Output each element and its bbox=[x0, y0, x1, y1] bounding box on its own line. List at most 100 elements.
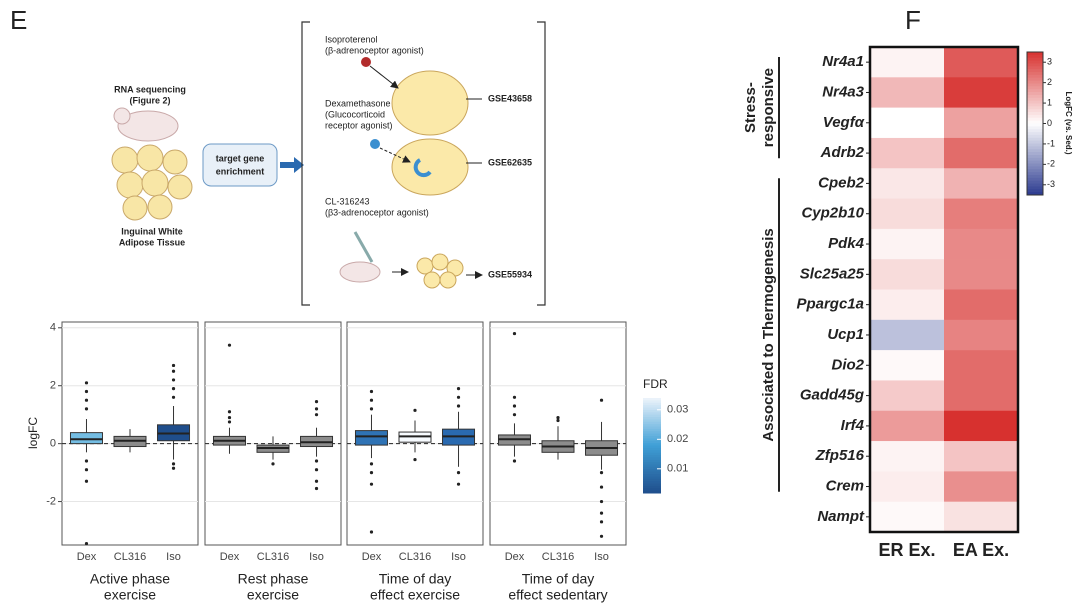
colorbar-step bbox=[1027, 66, 1043, 70]
colorbar-step bbox=[1027, 94, 1043, 99]
gene-label: Crem bbox=[826, 478, 864, 495]
heat-cell bbox=[870, 471, 945, 502]
facet-title: exercise bbox=[104, 587, 156, 603]
dataset-label: GSE55934 bbox=[488, 269, 532, 279]
colorbar-step bbox=[1027, 117, 1043, 122]
outlier bbox=[84, 468, 89, 472]
outlier bbox=[556, 418, 560, 423]
colorbar-step bbox=[1027, 134, 1043, 139]
colorbar-step bbox=[1027, 100, 1043, 104]
colorbar-step bbox=[1027, 180, 1043, 185]
colorbar-step bbox=[643, 455, 661, 458]
diagram-text: Dexamethasone bbox=[325, 98, 391, 108]
colorbar-step bbox=[643, 483, 661, 487]
heat-cell bbox=[944, 501, 1019, 533]
colorbar-tick-label: 0.01 bbox=[667, 463, 688, 475]
heat-cell bbox=[944, 228, 1019, 260]
colorbar-step bbox=[643, 412, 661, 416]
outlier bbox=[171, 395, 176, 399]
colorbar-step bbox=[643, 474, 661, 477]
heat-cell bbox=[870, 47, 945, 78]
colorbar-tick-label: 2 bbox=[1047, 77, 1052, 87]
group-label: responsive bbox=[760, 68, 777, 147]
colorbar-step bbox=[643, 471, 661, 475]
panel-letter: E bbox=[10, 5, 27, 35]
gene-label: Ucp1 bbox=[827, 326, 864, 343]
panel-letter: F bbox=[905, 5, 921, 35]
gene-label: Cyp2b10 bbox=[801, 205, 864, 222]
outlier bbox=[599, 485, 604, 489]
heat-cell bbox=[944, 137, 1019, 169]
colorbar-step bbox=[1027, 132, 1043, 136]
outlier bbox=[314, 413, 319, 417]
outlier bbox=[271, 462, 275, 466]
facet-title: Time of day bbox=[379, 571, 452, 587]
y-tick-label: 2 bbox=[50, 380, 56, 392]
dataset-label: GSE62635 bbox=[488, 157, 532, 167]
outlier bbox=[413, 457, 417, 462]
outlier bbox=[512, 404, 517, 408]
gene-label: Dio2 bbox=[831, 356, 864, 373]
colorbar-step bbox=[1027, 192, 1043, 196]
group-label: Associated to Thermogenesis bbox=[760, 228, 777, 441]
outlier bbox=[227, 410, 232, 414]
diagram-text: (β3-adrenoceptor agonist) bbox=[325, 207, 429, 217]
colorbar-tick-label: -3 bbox=[1047, 179, 1055, 189]
diagram-text: (β-adrenoceptor agonist) bbox=[325, 45, 424, 55]
box bbox=[69, 432, 103, 445]
colorbar-step bbox=[1027, 86, 1043, 90]
x-tick-label: Iso bbox=[594, 551, 609, 563]
diagram-text: Adipose Tissue bbox=[119, 237, 185, 247]
dataset-label: GSE43658 bbox=[488, 93, 532, 103]
colorbar-step bbox=[643, 426, 661, 430]
heat-cell bbox=[870, 441, 945, 472]
colorbar-step bbox=[1027, 114, 1043, 119]
gene-label: Irf4 bbox=[841, 417, 865, 434]
outlier bbox=[599, 470, 604, 475]
colorbar-step bbox=[1027, 112, 1043, 116]
heat-cell bbox=[870, 259, 945, 290]
colorbar-step bbox=[643, 481, 661, 484]
heat-cell bbox=[870, 380, 945, 412]
heat-cell bbox=[870, 228, 945, 260]
colorbar-step bbox=[1027, 189, 1043, 193]
colorbar-step bbox=[643, 424, 661, 427]
outlier bbox=[369, 462, 374, 466]
colorbar-step bbox=[643, 462, 661, 465]
heat-cell bbox=[944, 77, 1019, 108]
colorbar-step bbox=[1027, 69, 1043, 73]
colorbar-step bbox=[1027, 149, 1043, 153]
diagram-text: Inguinal White bbox=[121, 226, 183, 236]
colorbar-step bbox=[1027, 160, 1043, 165]
facet-title: Rest phase bbox=[238, 571, 309, 587]
diagram-text: target gene bbox=[216, 153, 265, 163]
colorbar-step bbox=[1027, 163, 1043, 167]
colorbar-step bbox=[643, 419, 661, 423]
y-tick-label: -2 bbox=[46, 495, 56, 507]
colorbar-step bbox=[643, 488, 661, 492]
facet-title: Active phase bbox=[90, 571, 170, 587]
colorbar-step bbox=[1027, 137, 1043, 142]
outlier bbox=[84, 381, 89, 385]
colorbar-step bbox=[1027, 169, 1043, 173]
gene-label: Nr4a3 bbox=[822, 83, 864, 100]
colorbar-step bbox=[643, 469, 661, 473]
outlier bbox=[227, 415, 232, 420]
gene-label: Pdk4 bbox=[828, 235, 865, 252]
colorbar-step bbox=[643, 440, 661, 444]
facet-title: Time of day bbox=[522, 571, 595, 587]
colorbar-tick-label: 1 bbox=[1047, 97, 1052, 107]
diagram-text: (Glucocorticoid bbox=[325, 109, 385, 119]
colorbar-step bbox=[643, 407, 661, 411]
heat-cell bbox=[944, 441, 1019, 472]
colorbar-step bbox=[643, 464, 661, 468]
heat-cell bbox=[944, 350, 1019, 381]
colorbar-tick-label: 0.03 bbox=[667, 404, 688, 416]
x-tick-label: Dex bbox=[77, 551, 97, 563]
outlier bbox=[369, 530, 374, 534]
y-tick-label: 4 bbox=[50, 322, 56, 334]
colorbar-step bbox=[1027, 97, 1043, 102]
colorbar-step bbox=[643, 485, 661, 489]
heat-cell bbox=[944, 380, 1019, 412]
outlier bbox=[456, 482, 461, 486]
